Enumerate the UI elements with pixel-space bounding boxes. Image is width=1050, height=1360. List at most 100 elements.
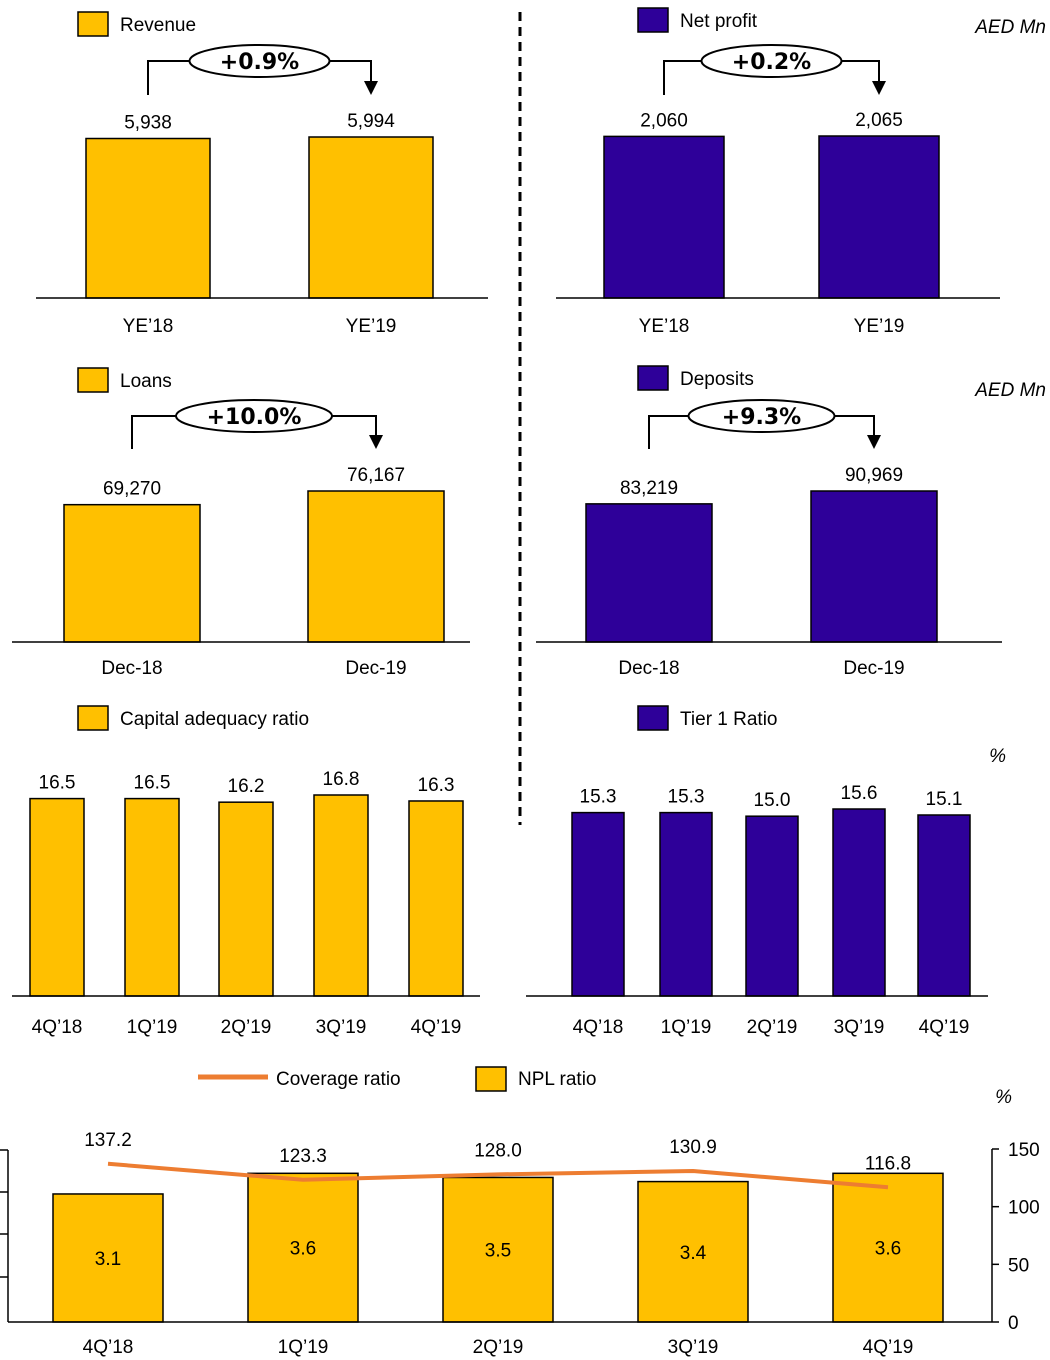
bar-2 — [818, 135, 940, 299]
category-label: Dec-18 — [101, 658, 162, 679]
category-label: Dec-18 — [618, 658, 679, 679]
growth-arrow-icon — [364, 81, 378, 95]
growth-arrow-icon — [867, 435, 881, 449]
revenue-chart: Revenue 5,938 YE’18 5,994 YE’19 +0.9% — [36, 11, 488, 337]
bar-4 — [832, 808, 886, 997]
loans-chart: Loans 69,270 Dec-18 76,167 Dec-19 +10.0% — [12, 367, 470, 679]
legend-swatch — [637, 7, 669, 33]
category-label: 1Q’19 — [661, 1017, 712, 1038]
npl-bar-label: 3.4 — [680, 1243, 707, 1264]
bar-value-label: 15.6 — [841, 783, 878, 804]
coverage-value-label: 116.8 — [865, 1153, 911, 1174]
category-label: 2Q’19 — [221, 1017, 272, 1038]
legend-label: Revenue — [120, 15, 196, 36]
bar-2 — [308, 136, 434, 299]
tier1-ratio-chart: Tier 1 Ratio 15.3 4Q’18 15.3 1Q’19 15.0 2Q’19 1… — [526, 705, 988, 1038]
growth-connector-right — [329, 60, 372, 83]
category-label: 3Q’19 — [316, 1017, 367, 1038]
growth-label: +0.2% — [732, 50, 811, 75]
legend-swatch — [637, 705, 669, 731]
npl-bar-4 — [637, 1180, 749, 1323]
bar-value-label: 76,167 — [347, 465, 405, 486]
category-label: 4Q’19 — [411, 1017, 462, 1038]
coverage-value-label: 137.2 — [84, 1130, 132, 1151]
bar-value-label: 5,994 — [347, 111, 395, 132]
category-label: 4Q’18 — [573, 1017, 624, 1038]
bar-5 — [917, 814, 971, 997]
npl-bar-label: 3.6 — [875, 1239, 901, 1260]
bar-value-label: 2,065 — [855, 110, 903, 131]
unit-label-npl: % — [995, 1087, 1012, 1108]
bar-value-label: 15.3 — [580, 787, 617, 808]
legend-label: Loans — [120, 371, 172, 392]
bar-1 — [603, 135, 725, 299]
deposits-chart: Deposits 83,219 Dec-18 90,969 Dec-19 +9.3% — [536, 365, 1002, 679]
category-label: 3Q’19 — [834, 1017, 885, 1038]
legend-label-coverage: Coverage ratio — [276, 1069, 401, 1090]
npl-coverage-chart: Coverage ratio NPL ratio 3.1 4Q’18 3.6 1Q’19 3… — [0, 1066, 1040, 1358]
bar-value-label: 15.1 — [926, 789, 963, 810]
bar-1 — [29, 797, 85, 997]
bar-value-label: 16.8 — [323, 769, 360, 790]
category-label: YE’18 — [639, 316, 690, 337]
coverage-value-label: 128.0 — [474, 1140, 522, 1161]
bar-3 — [218, 801, 274, 997]
category-label: YE’19 — [854, 316, 905, 337]
npl-bar-label: 3.1 — [95, 1249, 121, 1270]
growth-connector-left — [147, 60, 190, 95]
coverage-ratio-line — [107, 1161, 889, 1190]
bar-1 — [571, 811, 625, 997]
right-axis-tick-label: 150 — [1008, 1140, 1040, 1161]
bar-1 — [85, 137, 211, 299]
coverage-value-label: 123.3 — [279, 1146, 327, 1167]
npl-bar-label: 3.5 — [485, 1241, 511, 1262]
npl-category-label: 3Q’19 — [668, 1337, 719, 1358]
legend-swatch — [77, 705, 109, 731]
unit-label-top: AED Mn — [974, 17, 1046, 38]
npl-category-label: 1Q’19 — [278, 1337, 329, 1358]
bar-1 — [63, 503, 201, 643]
right-axis-tick-label: 50 — [1008, 1255, 1029, 1276]
legend-swatch-npl — [475, 1066, 507, 1092]
bar-value-label: 69,270 — [103, 479, 161, 500]
bar-value-label: 16.2 — [228, 776, 265, 797]
growth-connector-right — [332, 415, 377, 437]
legend-label: Net profit — [680, 11, 758, 32]
bar-value-label: 15.0 — [754, 790, 791, 811]
growth-pill — [188, 44, 331, 78]
bar-value-label: 16.3 — [418, 775, 455, 796]
growth-connector-left — [663, 60, 702, 95]
category-label: 1Q’19 — [127, 1017, 178, 1038]
bar-4 — [313, 794, 369, 997]
bar-value-label: 16.5 — [39, 773, 76, 794]
bar-value-label: 90,969 — [845, 465, 903, 486]
legend-swatch — [637, 365, 669, 391]
bar-3 — [745, 815, 799, 997]
bar-2 — [659, 811, 713, 997]
npl-category-label: 4Q’19 — [863, 1337, 914, 1358]
capital-adequacy-chart: Capital adequacy ratio 16.5 4Q’18 16.5 1Q’19… — [12, 705, 480, 1038]
growth-pill — [700, 44, 843, 78]
category-label: Dec-19 — [843, 658, 904, 679]
npl-bar-label: 3.6 — [290, 1239, 316, 1260]
growth-connector-left — [131, 415, 176, 449]
npl-category-label: 4Q’18 — [83, 1337, 134, 1358]
growth-arrow-icon — [872, 81, 886, 95]
legend-swatch — [77, 11, 109, 37]
category-label: 4Q’19 — [919, 1017, 970, 1038]
bar-value-label: 16.5 — [134, 773, 171, 794]
category-label: Dec-19 — [345, 658, 406, 679]
growth-pill — [687, 399, 836, 433]
growth-label: +10.0% — [207, 405, 302, 430]
bar-value-label: 83,219 — [620, 478, 678, 499]
right-axis-tick-label: 0 — [1008, 1313, 1019, 1334]
growth-pill — [175, 399, 333, 433]
category-label: YE’19 — [346, 316, 397, 337]
bar-1 — [585, 503, 713, 643]
npl-bar-1 — [52, 1193, 164, 1323]
unit-label-ratios: % — [989, 746, 1006, 767]
npl-bar-5 — [832, 1172, 944, 1323]
npl-category-label: 2Q’19 — [473, 1337, 524, 1358]
legend-label-npl: NPL ratio — [518, 1069, 597, 1090]
